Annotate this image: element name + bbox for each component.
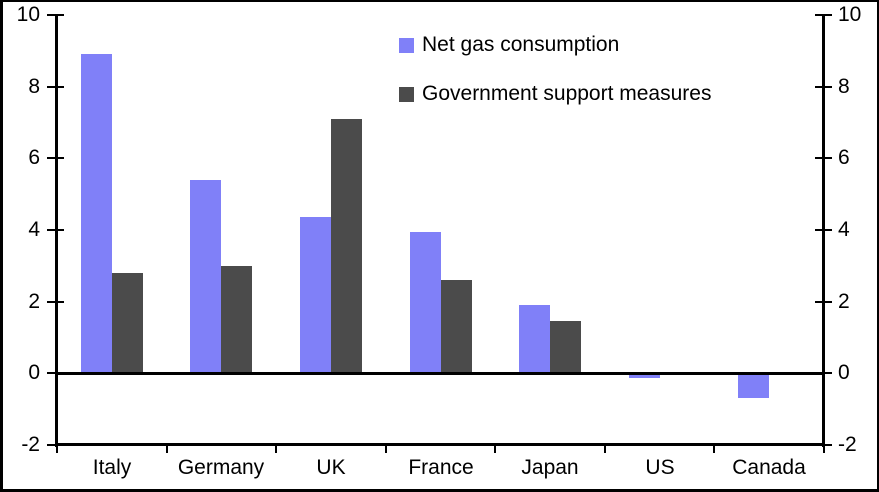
x-tick-0 [56, 445, 58, 453]
y-tick-label-right-4: 4 [838, 218, 850, 241]
legend-swatch-net-gas-consumption [399, 37, 414, 53]
x-tick-3 [385, 445, 387, 453]
category-label-us: US [645, 456, 675, 479]
bar-government-support-measures-uk [331, 119, 362, 375]
bar-net-gas-consumption-france [410, 232, 441, 375]
category-label-japan: Japan [521, 456, 579, 479]
category-label-germany: Germany [177, 456, 265, 479]
bar-net-gas-consumption-italy [81, 54, 112, 375]
y-tick-label-right-10: 10 [838, 3, 862, 26]
bar-net-gas-consumption-us [629, 373, 660, 378]
legend-label-government-support-measures: Government support measures [422, 82, 712, 105]
bar-government-support-measures-japan [550, 321, 581, 375]
y-tick-right-2 [815, 301, 832, 303]
category-label-france: France [408, 456, 474, 479]
y-tick-label-right-6: 6 [838, 146, 850, 169]
category-label-uk: UK [316, 456, 346, 479]
bar-net-gas-consumption-germany [190, 180, 221, 375]
legend-item-net-gas-consumption: Net gas consumption [399, 33, 619, 57]
y-tick-left-6 [47, 157, 64, 159]
bar-net-gas-consumption-canada [738, 373, 769, 398]
y-tick-left-8 [47, 86, 64, 88]
bar-government-support-measures-germany [221, 266, 252, 375]
y-tick-label-right-0: 0 [838, 361, 850, 384]
y-tick-label-right--2: -2 [838, 433, 857, 456]
x-tick-4 [494, 445, 496, 453]
y-tick-right-8 [815, 86, 832, 88]
y-tick-label-left-8: 8 [28, 75, 40, 98]
bar-government-support-measures-italy [112, 273, 143, 375]
y-tick-left-10 [47, 14, 64, 16]
y-tick-label-left-10: 10 [16, 3, 40, 26]
y-tick-label-left-2: 2 [28, 290, 40, 313]
bar-government-support-measures-france [441, 280, 472, 375]
y-tick-right-10 [815, 14, 832, 16]
category-label-italy: Italy [92, 456, 132, 479]
y-tick-right-6 [815, 157, 832, 159]
x-axis-bottom [55, 443, 825, 446]
x-tick-7 [823, 445, 825, 453]
y-tick-label-left-4: 4 [28, 218, 40, 241]
bar-net-gas-consumption-japan [519, 305, 550, 375]
y-tick-label-right-8: 8 [838, 75, 850, 98]
y-tick-label-right-2: 2 [838, 290, 850, 313]
y-tick-right-0 [815, 372, 832, 374]
frame-left-edge [0, 0, 3, 492]
y-tick-label-left-0: 0 [28, 361, 40, 384]
frame-bottom-edge [0, 489, 879, 492]
x-tick-2 [275, 445, 277, 453]
x-tick-5 [604, 445, 606, 453]
zero-line [57, 372, 822, 375]
category-label-canada: Canada [732, 456, 806, 479]
x-tick-1 [166, 445, 168, 453]
y-tick-left-0 [47, 372, 64, 374]
legend-item-government-support-measures: Government support measures [399, 82, 711, 106]
y-tick-left-4 [47, 229, 64, 231]
legend-label-net-gas-consumption: Net gas consumption [422, 33, 620, 56]
y-tick-right-4 [815, 229, 832, 231]
legend-swatch-government-support-measures [399, 86, 414, 102]
y-tick-label-left--2: -2 [21, 433, 40, 456]
x-tick-6 [713, 445, 715, 453]
bar-net-gas-consumption-uk [300, 217, 331, 375]
y-tick-label-left-6: 6 [28, 146, 40, 169]
frame-right-edge [877, 0, 879, 492]
y-tick-left--2 [47, 444, 64, 446]
y-tick-left-2 [47, 301, 64, 303]
frame-top-edge [0, 0, 879, 2]
